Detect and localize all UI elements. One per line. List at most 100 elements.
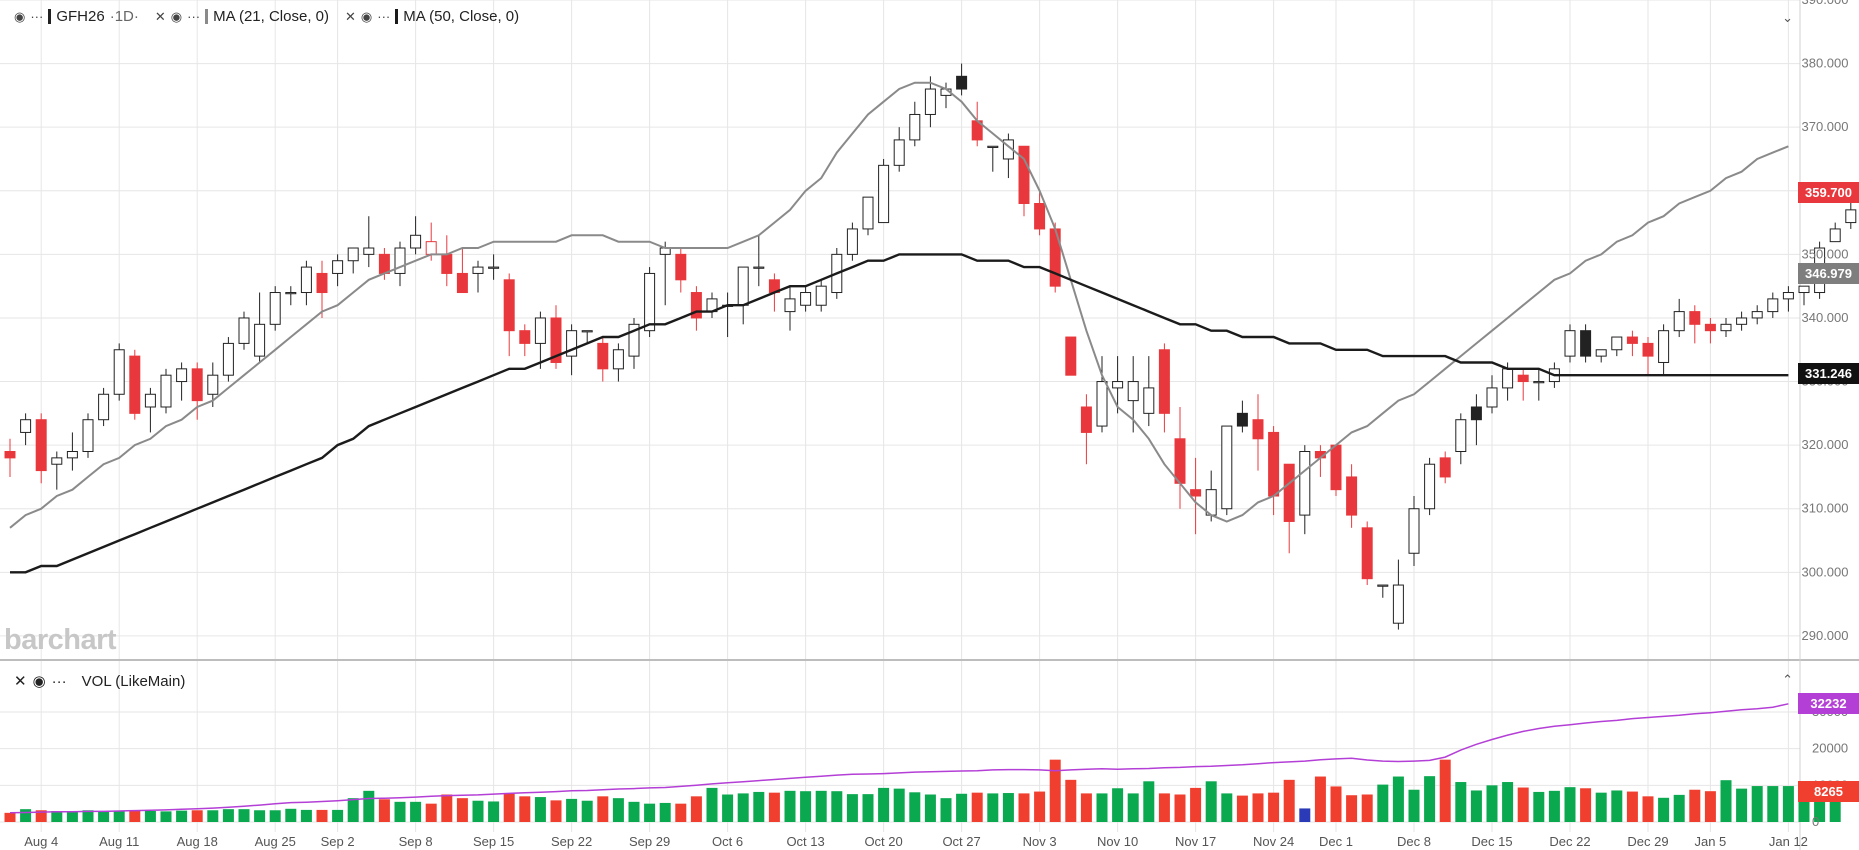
candle-body [1346, 476, 1358, 516]
volume-bar [1158, 793, 1170, 822]
date-tick-label: Aug 4 [24, 834, 58, 849]
volume-bar [254, 810, 266, 822]
volume-bar [753, 791, 765, 822]
volume-bar [1486, 785, 1498, 822]
price-tick-label: 290.000 [1802, 628, 1849, 643]
price-tick-label: 310.000 [1802, 501, 1849, 516]
date-tick-label: Aug 11 [99, 834, 139, 849]
volume-bar [207, 810, 219, 822]
candle-body [441, 253, 453, 274]
volume-bar [1798, 790, 1810, 822]
candle-body [815, 285, 827, 306]
candle-body [1112, 381, 1124, 389]
volume-bar [1751, 786, 1763, 822]
volume-bar [410, 801, 422, 822]
volume-bar [1112, 788, 1124, 822]
date-tick-label: Oct 27 [942, 834, 980, 849]
candle-body [347, 247, 359, 262]
candle-body [144, 393, 156, 408]
symbol-legend[interactable]: ◉ ··· GFH26 ·1D· [14, 8, 139, 25]
date-tick-label: Oct 20 [864, 834, 902, 849]
candle-body [1720, 323, 1732, 332]
candle-body [176, 368, 188, 383]
candle-body [207, 374, 219, 395]
date-tick-label: Dec 8 [1397, 834, 1431, 849]
volume-bar [113, 811, 125, 822]
ma50-line [10, 253, 1789, 574]
eye-icon[interactable]: ◉ [170, 8, 183, 24]
volume-tick-label: 0 [1812, 814, 1819, 829]
candle-body [363, 247, 375, 255]
candle-body [878, 164, 890, 224]
volume-bar [940, 798, 952, 822]
date-tick-label: Nov 24 [1253, 834, 1294, 849]
candle-body [519, 330, 531, 344]
volume-bar [1767, 786, 1779, 822]
more-icon[interactable]: ··· [51, 672, 67, 690]
more-icon[interactable]: ··· [30, 9, 44, 24]
candle-body [1533, 381, 1545, 384]
candle-body [1580, 330, 1592, 357]
candle-body [98, 393, 110, 421]
volume-bar [1361, 794, 1373, 822]
chart-legend: ◉ ··· GFH26 ·1D· ✕ ◉ ··· MA (21, Close, … [14, 8, 529, 25]
more-icon[interactable]: ··· [187, 9, 201, 24]
candle-body [300, 266, 312, 294]
collapse-chevron-icon[interactable]: ⌄ [1782, 10, 1793, 25]
date-tick-label: Sep 22 [551, 834, 592, 849]
candle-body [1704, 323, 1716, 332]
volume-bar [488, 801, 500, 822]
eye-icon[interactable]: ◉ [14, 8, 26, 24]
volume-bar [956, 793, 968, 822]
candle-body [285, 292, 297, 295]
more-icon[interactable]: ··· [377, 9, 391, 24]
candle-body [675, 253, 687, 281]
volume-bar [1377, 784, 1389, 822]
candle-body [238, 317, 250, 344]
date-tick-label: Sep 8 [399, 834, 433, 849]
volume-bar [144, 811, 156, 822]
candle-body [1470, 406, 1482, 421]
volume-bar [1127, 793, 1139, 822]
volume-bar [644, 803, 656, 822]
close-icon[interactable]: ✕ [14, 673, 27, 690]
volume-label: VOL (LikeMain) [81, 672, 186, 690]
volume-bar [1595, 792, 1607, 822]
volume-bar [1408, 789, 1420, 822]
candle-body [160, 374, 172, 408]
volume-bar [51, 811, 63, 822]
volume-bar [1314, 776, 1326, 822]
volume-bar [378, 799, 390, 822]
volume-bar [472, 800, 484, 822]
date-tick-label: Nov 3 [1023, 834, 1057, 849]
ma21-line [9, 81, 1789, 529]
close-icon[interactable]: ✕ [154, 8, 166, 24]
candle-body [1486, 387, 1498, 408]
candle-body [191, 368, 203, 402]
ma50-legend[interactable]: ✕ ◉ ··· MA (50, Close, 0) [345, 8, 519, 25]
volume-bar [690, 796, 702, 822]
close-icon[interactable]: ✕ [345, 8, 356, 24]
ma21-legend[interactable]: ✕ ◉ ··· MA (21, Close, 0) [155, 8, 329, 25]
volume-bar [191, 810, 203, 822]
volume-bar [1720, 780, 1732, 822]
candle-body [1736, 317, 1748, 325]
volume-bar [285, 808, 297, 822]
candle-body [784, 298, 796, 313]
volume-last-tag: 8265 [1798, 781, 1859, 803]
volume-bar [269, 810, 281, 822]
candle-body [612, 349, 624, 370]
volume-bar [1782, 786, 1794, 822]
eye-icon[interactable]: ◉ [32, 673, 46, 690]
volume-bar [784, 790, 796, 822]
candlesticks [4, 63, 1857, 630]
candle-body [1455, 419, 1467, 453]
eye-icon[interactable]: ◉ [360, 8, 373, 24]
expand-chevron-icon[interactable]: ⌃ [1782, 672, 1793, 687]
volume-bar [831, 791, 843, 822]
price-tick-label: 380.000 [1802, 56, 1849, 71]
candle-body [862, 196, 874, 230]
date-tick-label: Aug 25 [255, 834, 296, 849]
volume-bar [316, 809, 328, 822]
